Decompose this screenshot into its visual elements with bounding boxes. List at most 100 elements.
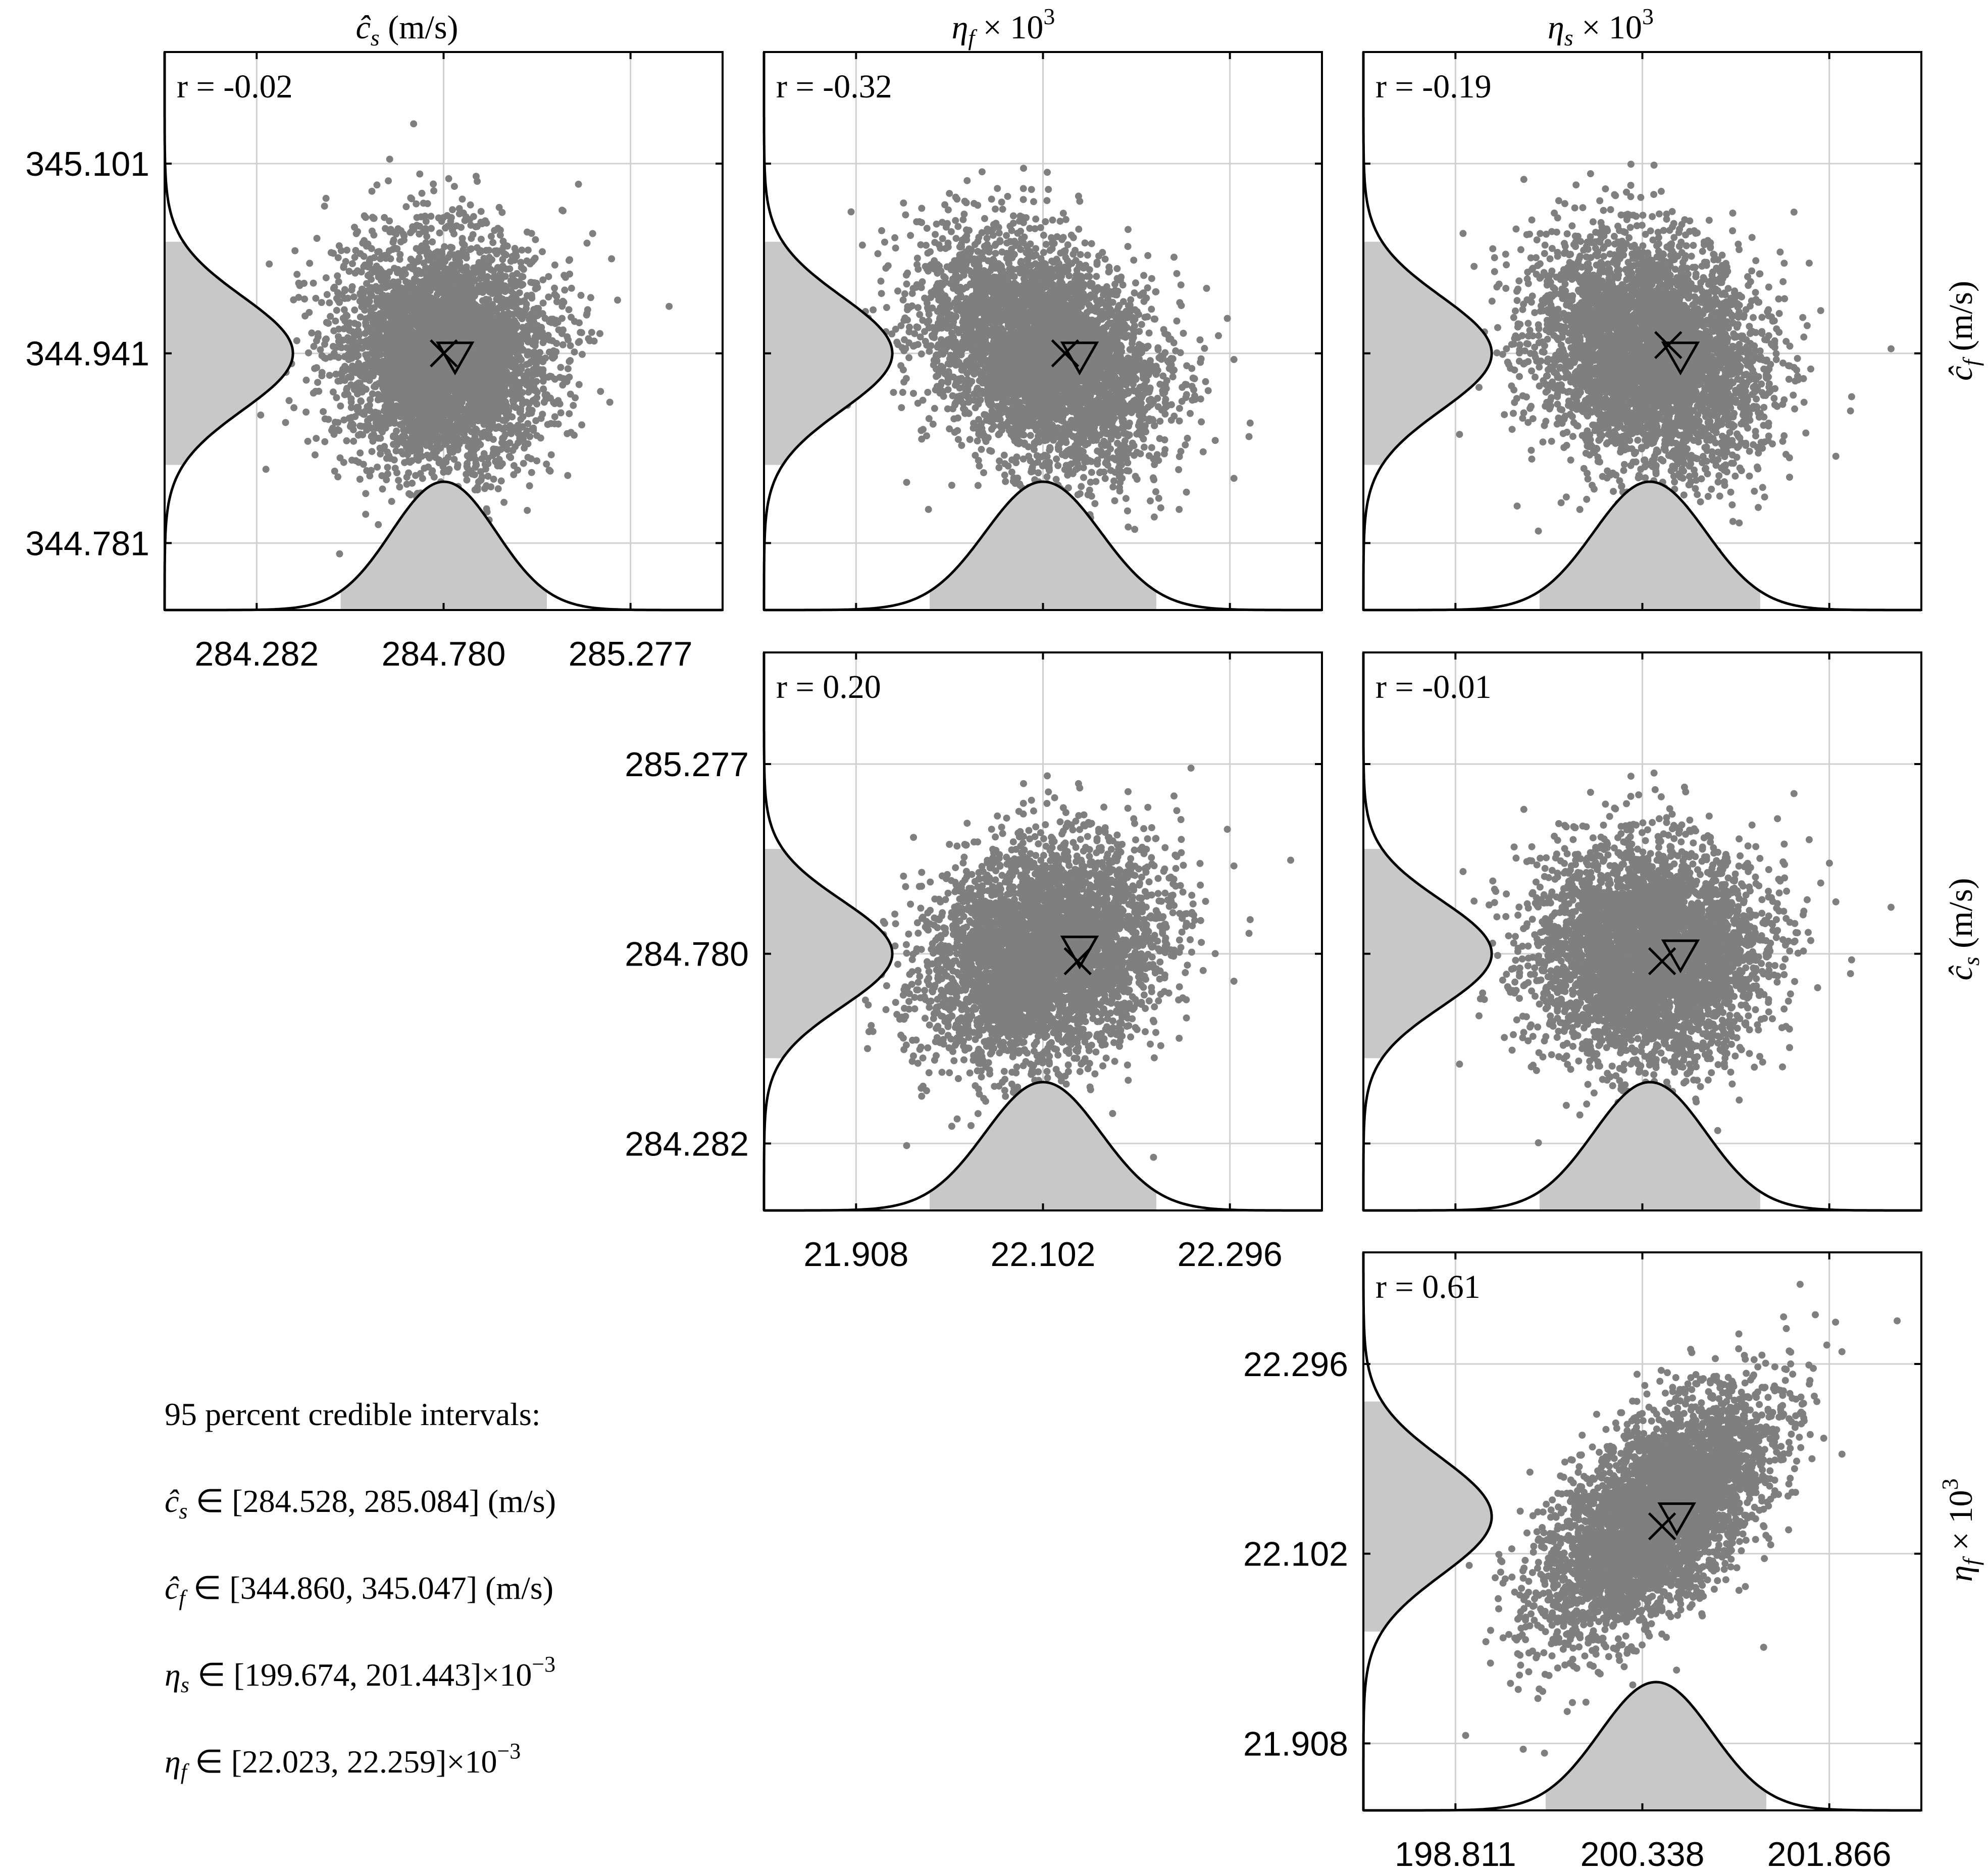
scatter-point <box>567 357 574 364</box>
scatter-point <box>575 381 583 388</box>
scatter-point <box>1044 169 1051 176</box>
scatter-point <box>389 408 397 415</box>
scatter-point <box>476 349 483 357</box>
scatter-point <box>384 464 391 471</box>
scatter-point <box>445 175 452 182</box>
scatter-point <box>402 371 410 378</box>
scatter-point <box>382 272 389 279</box>
scatter-point <box>524 507 531 514</box>
scatter-point <box>392 244 399 252</box>
scatter-point <box>282 419 289 426</box>
scatter-point <box>501 391 509 399</box>
scatter-point <box>349 421 357 429</box>
scatter-point <box>356 313 364 321</box>
scatter-point <box>466 454 473 462</box>
scatter-point <box>463 287 470 295</box>
scatter-point <box>313 364 321 372</box>
scatter-point <box>373 343 381 351</box>
y-marginal-ci-fill <box>165 241 293 465</box>
scatter-point <box>305 349 312 357</box>
scatter-point <box>410 388 417 395</box>
scatter-point <box>566 410 573 418</box>
scatter-point <box>418 389 425 396</box>
scatter-point <box>560 272 568 279</box>
scatter-point <box>457 224 465 231</box>
scatter-point <box>423 395 430 402</box>
scatter-point <box>386 156 393 163</box>
scatter-point <box>412 320 419 327</box>
scatter-point <box>1138 321 1145 328</box>
scatter-point <box>460 246 467 254</box>
scatter-point <box>539 367 547 374</box>
scatter-point <box>363 467 371 474</box>
scatter-point <box>500 345 507 352</box>
scatter-point <box>378 472 386 479</box>
scatter-point <box>572 394 579 401</box>
scatter-point <box>348 283 356 290</box>
scatter-point <box>420 367 427 374</box>
scatter-point <box>362 315 370 323</box>
scatter-point <box>391 465 399 472</box>
scatter-point <box>487 233 495 240</box>
scatter-point <box>416 230 423 238</box>
scatter-point <box>524 420 532 427</box>
scatter-point <box>368 187 376 195</box>
scatter-point <box>382 334 389 341</box>
scatter-point <box>493 449 501 457</box>
scatter-point <box>517 298 525 306</box>
scatter-point <box>556 374 564 381</box>
scatter-point <box>414 380 422 387</box>
scatter-point <box>436 229 443 237</box>
scatter-point <box>456 323 464 330</box>
scatter-point <box>478 342 485 349</box>
scatter-point <box>393 441 401 448</box>
scatter-point <box>521 440 529 448</box>
scatter-point <box>356 379 364 387</box>
scatter-point <box>463 272 470 280</box>
scatter-point <box>321 340 328 348</box>
scatter-point <box>568 314 575 321</box>
scatter-point <box>293 337 300 344</box>
scatter-point <box>306 260 314 267</box>
scatter-point <box>512 248 520 256</box>
scatter-point <box>528 310 535 318</box>
scatter-point <box>479 335 487 343</box>
scatter-point <box>389 238 397 246</box>
scatter-point <box>455 210 463 218</box>
scatter-point <box>395 477 402 484</box>
scatter-point <box>450 350 457 358</box>
scatter-point <box>285 397 293 404</box>
scatter-point <box>1177 281 1185 289</box>
scatter-point <box>419 475 426 482</box>
scatter-point <box>402 203 410 211</box>
scatter-point <box>334 473 342 481</box>
scatter-point <box>388 294 395 302</box>
scatter-point <box>442 440 449 447</box>
scatter-point <box>485 261 492 268</box>
scatter-point <box>370 372 377 380</box>
scatter-point <box>389 416 397 424</box>
scatter-point <box>406 381 414 389</box>
scatter-point <box>469 470 476 478</box>
scatter-point <box>291 247 299 255</box>
scatter-point <box>342 311 350 319</box>
scatter-point <box>449 396 456 404</box>
scatter-point <box>456 295 464 302</box>
scatter-point <box>518 315 526 323</box>
scatter-point <box>450 251 457 259</box>
y-tick-label: 344.781 <box>25 524 149 563</box>
scatter-point <box>318 372 326 380</box>
scatter-point <box>1144 252 1152 260</box>
scatter-point <box>403 331 411 338</box>
scatter-point <box>410 120 418 128</box>
scatter-point <box>398 413 405 420</box>
scatter-point <box>313 435 320 442</box>
scatter-point <box>494 485 502 492</box>
scatter-point <box>487 483 495 491</box>
scatter-point <box>343 344 350 351</box>
row-label-cs: ĉs (m/s) <box>1943 878 1984 980</box>
scatter-point <box>577 329 584 336</box>
scatter-point <box>466 314 474 322</box>
scatter-point <box>503 265 511 273</box>
